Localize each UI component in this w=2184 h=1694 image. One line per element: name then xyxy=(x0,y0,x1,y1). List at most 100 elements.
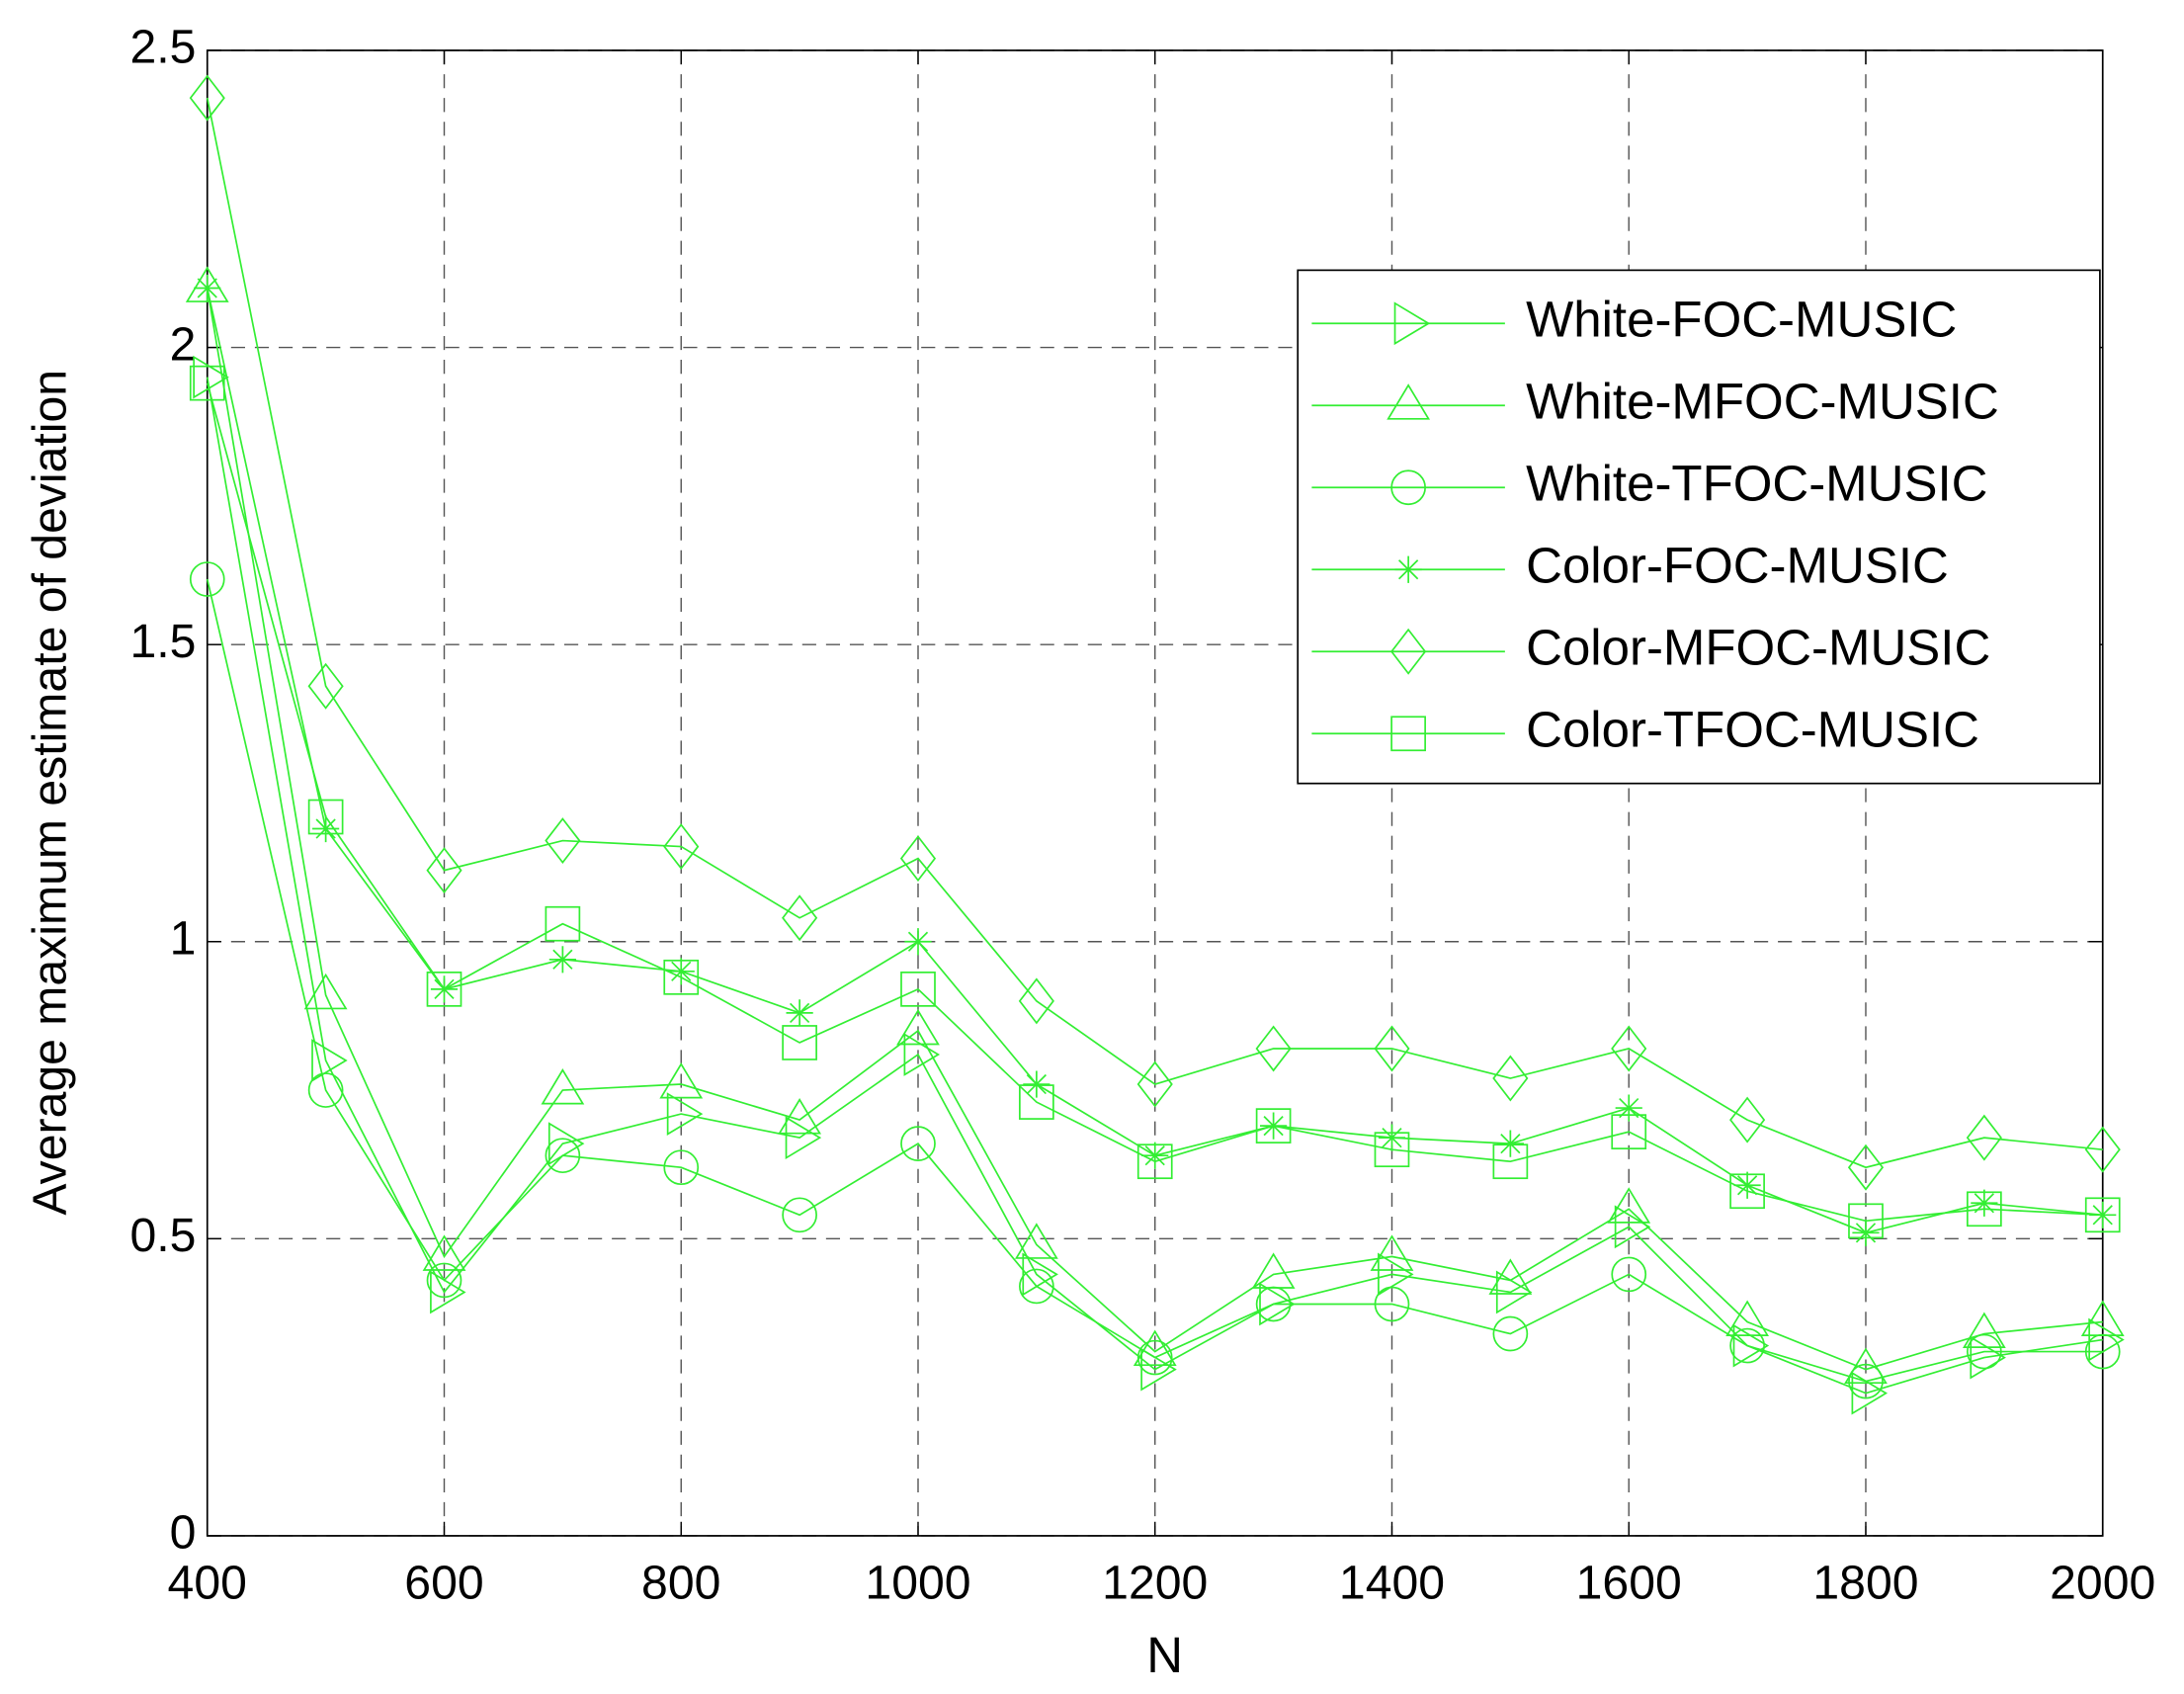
data-point xyxy=(1967,1191,2002,1228)
y-tick-label: 1 xyxy=(170,911,197,965)
data-point xyxy=(426,847,462,894)
y-tick-label: 2.5 xyxy=(129,21,196,74)
data-point xyxy=(1729,1327,1765,1364)
data-point xyxy=(782,894,818,942)
data-point xyxy=(1136,1143,1173,1180)
data-point xyxy=(786,999,813,1027)
legend: White-FOC-MUSIC White-MFOC-MUSIC White-TFO… xyxy=(1297,269,2101,785)
data-point xyxy=(659,1061,704,1099)
y-tick-label: 1.5 xyxy=(129,615,196,668)
y-tick-label: 2 xyxy=(170,317,197,371)
data-point xyxy=(1852,1219,1880,1246)
x-tick-label: 1800 xyxy=(1812,1557,1918,1610)
x-tick-label: 800 xyxy=(641,1557,720,1610)
data-point xyxy=(1611,1114,1647,1149)
x-tick-label: 1400 xyxy=(1339,1557,1445,1610)
data-point xyxy=(1018,977,1054,1025)
x-tick-label: 1200 xyxy=(1102,1557,1208,1610)
data-point xyxy=(1729,1096,1766,1143)
x-axis-label: N xyxy=(1146,1627,1183,1683)
data-point xyxy=(1495,1270,1533,1314)
data-point xyxy=(545,905,581,942)
data-point xyxy=(303,973,348,1010)
data-point xyxy=(548,946,576,974)
y-tick-label: 0.5 xyxy=(129,1209,196,1262)
data-point xyxy=(1611,1256,1647,1293)
data-point xyxy=(1966,1114,2002,1161)
data-point xyxy=(1844,1347,1888,1385)
data-point xyxy=(307,662,344,710)
x-tick-label: 600 xyxy=(404,1557,483,1610)
data-point xyxy=(896,1008,940,1046)
data-point xyxy=(900,1126,936,1162)
data-point xyxy=(2084,1197,2121,1233)
data-point xyxy=(541,1068,585,1105)
legend-marker xyxy=(1393,301,1431,346)
data-point xyxy=(189,365,225,401)
x-tick-label: 2000 xyxy=(2050,1557,2155,1610)
x-tick-label: 1000 xyxy=(865,1557,970,1610)
data-point xyxy=(2084,1126,2121,1173)
data-point xyxy=(1725,1300,1770,1336)
series-line xyxy=(206,382,2103,1223)
data-point xyxy=(2088,1317,2125,1362)
data-point xyxy=(1023,1070,1050,1098)
data-point xyxy=(899,835,937,883)
data-point xyxy=(1611,1025,1647,1072)
data-point xyxy=(1022,1252,1058,1297)
data-point xyxy=(422,1234,466,1271)
data-point xyxy=(900,972,936,1007)
data-point xyxy=(1014,1223,1058,1259)
data-point xyxy=(311,1039,348,1082)
data-point xyxy=(426,972,462,1007)
series-line xyxy=(206,377,2103,1395)
x-tick-label: 400 xyxy=(168,1557,247,1610)
data-point xyxy=(782,1197,817,1233)
y-axis-label: Average maximum estimate of deviation xyxy=(24,370,77,1216)
data-point xyxy=(1136,1339,1173,1376)
data-point xyxy=(1374,1025,1410,1072)
data-point xyxy=(1971,1189,1998,1217)
data-point xyxy=(547,1122,585,1166)
data-point xyxy=(1729,1173,1765,1210)
data-point xyxy=(1370,1234,1414,1271)
data-point xyxy=(666,1092,704,1136)
legend-label: Color-MFOC-MUSIC xyxy=(1526,620,1990,676)
data-point xyxy=(426,1262,462,1299)
legend-marker xyxy=(1390,716,1426,752)
legend-label: White-FOC-MUSIC xyxy=(1526,292,1957,348)
data-point xyxy=(1492,1143,1529,1180)
data-point xyxy=(1255,1025,1292,1072)
data-point xyxy=(1848,1363,1884,1399)
data-point xyxy=(1374,1132,1410,1168)
data-point xyxy=(1962,1312,2006,1348)
data-point xyxy=(1615,1094,1642,1122)
data-point xyxy=(2084,1333,2121,1370)
data-point xyxy=(1488,1258,1533,1295)
plot-frame xyxy=(206,49,2104,1537)
data-point xyxy=(778,1098,822,1135)
data-point xyxy=(904,928,932,956)
data-point xyxy=(785,1116,822,1160)
data-point xyxy=(430,1270,466,1314)
data-point xyxy=(194,274,221,302)
legend-label: Color-TFOC-MUSIC xyxy=(1526,702,1979,758)
data-point xyxy=(1019,1084,1054,1120)
data-point xyxy=(1374,1286,1410,1322)
legend-label: Color-FOC-MUSIC xyxy=(1526,538,1949,594)
data-point xyxy=(1133,1329,1177,1367)
legend-marker xyxy=(1386,383,1431,420)
series-line xyxy=(206,288,2103,1371)
data-point xyxy=(1967,1333,2002,1370)
legend-marker xyxy=(1390,628,1427,675)
data-point xyxy=(312,814,340,843)
data-point xyxy=(1614,1205,1651,1249)
data-point xyxy=(307,1072,344,1108)
series-line xyxy=(206,578,2103,1383)
data-point xyxy=(1378,1252,1414,1297)
data-point xyxy=(2089,1201,2117,1228)
legend-marker xyxy=(1390,469,1426,506)
legend-marker xyxy=(1394,555,1422,583)
y-tick-label: 0 xyxy=(170,1506,197,1560)
data-point xyxy=(545,1138,581,1174)
